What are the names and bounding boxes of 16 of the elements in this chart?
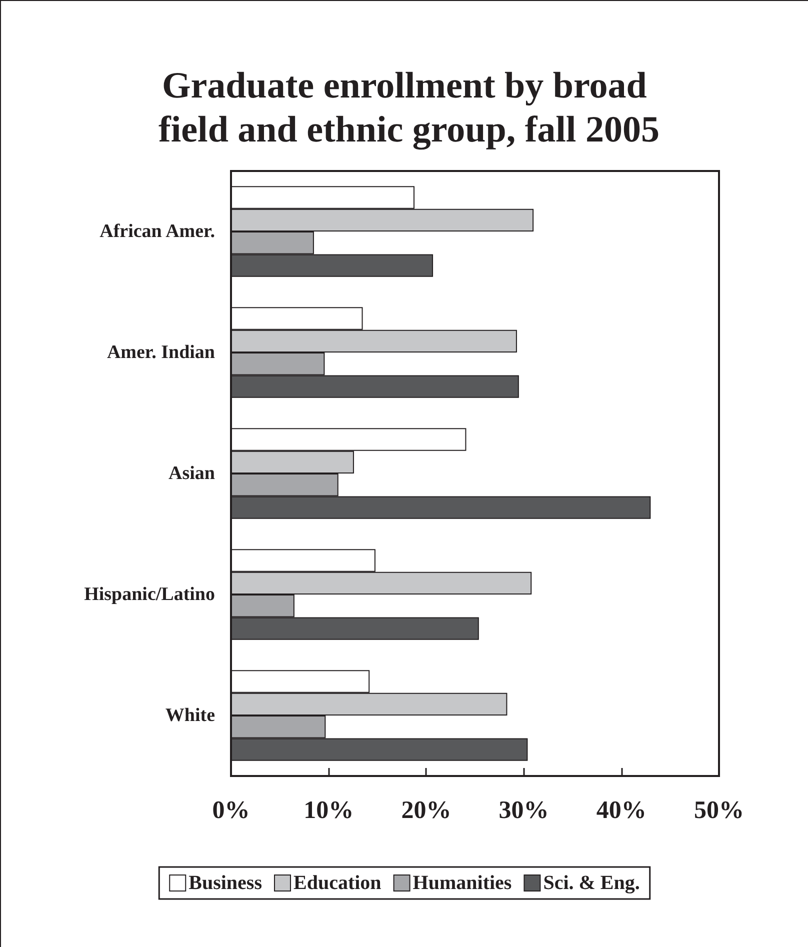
y-tick-label: African Amer. <box>100 221 215 242</box>
legend-label: Business <box>188 872 262 894</box>
legend-label: Education <box>293 872 382 894</box>
x-tick-label: 10% <box>304 797 354 824</box>
x-tick-label: 0% <box>212 797 250 824</box>
y-tick-label: Asian <box>168 463 216 484</box>
x-tick-label: 50% <box>694 797 744 824</box>
y-tick-label: White <box>165 705 215 726</box>
x-tick-label: 20% <box>401 797 452 824</box>
legend-label: Humanities <box>412 872 512 894</box>
x-tick-label: 30% <box>498 797 549 824</box>
y-tick-label: Hispanic/Latino <box>84 584 215 605</box>
legend-label: Sci. & Eng. <box>543 872 640 894</box>
x-tick-label: 40% <box>596 797 646 824</box>
y-tick-label: Amer. Indian <box>106 342 216 363</box>
chart-title: Graduate enrollment by broad field and ethnic group, fall 2005 <box>158 66 660 150</box>
